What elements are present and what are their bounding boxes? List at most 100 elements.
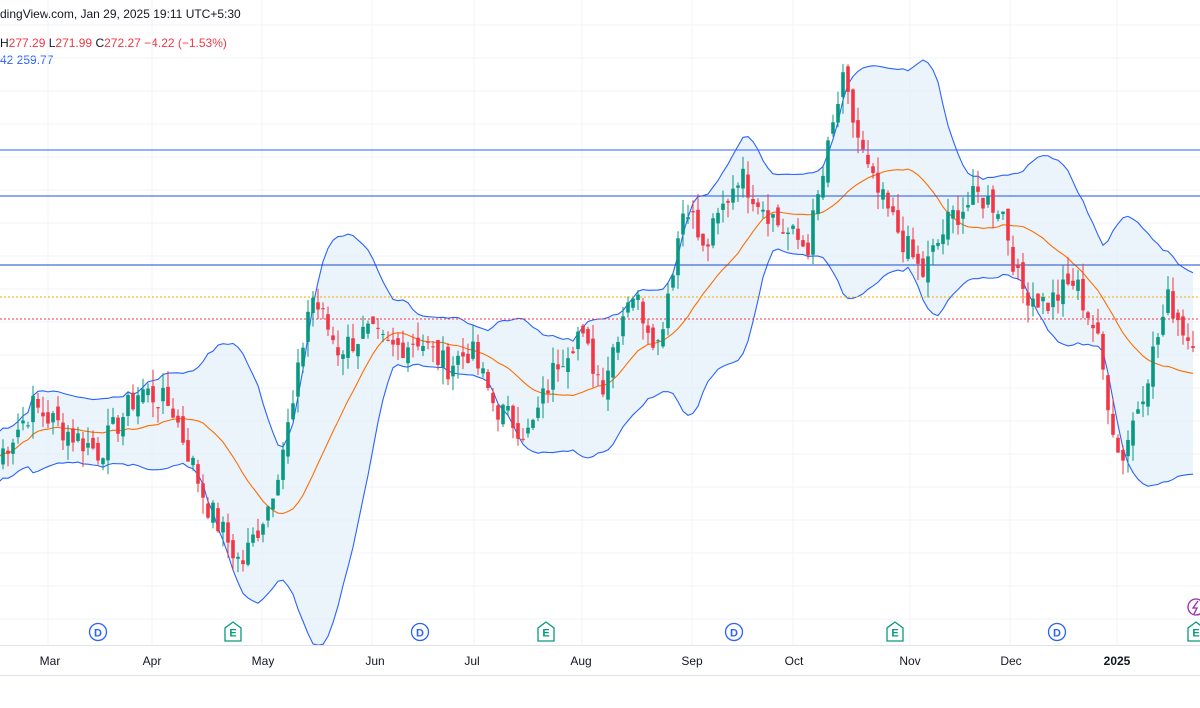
- candle-body: [1001, 211, 1005, 215]
- candle-body: [1011, 246, 1015, 272]
- candle-body: [136, 395, 140, 417]
- candle-body: [16, 429, 20, 438]
- candle-body: [116, 417, 120, 434]
- candle-body: [1026, 292, 1030, 306]
- candle-body: [761, 209, 765, 212]
- candle-body: [516, 423, 520, 439]
- candle-body: [541, 388, 545, 404]
- x-tick-label: Oct: [784, 654, 804, 668]
- candle-body: [576, 331, 580, 350]
- x-tick-label: Dec: [1000, 654, 1022, 668]
- candle-body: [386, 339, 390, 341]
- candle-body: [871, 166, 875, 173]
- candle-body: [376, 327, 380, 329]
- candle-body: [1096, 322, 1100, 334]
- earnings-marker[interactable]: E: [886, 621, 904, 642]
- marker-letter: D: [730, 628, 738, 640]
- candle-body: [271, 498, 275, 510]
- candle-body: [366, 323, 370, 334]
- candle-body: [1111, 413, 1115, 435]
- candle-body: [126, 395, 130, 417]
- candle-body: [621, 316, 625, 337]
- candle-body: [636, 294, 640, 300]
- candle-body: [46, 412, 50, 424]
- candle-body: [851, 89, 855, 123]
- candle-body: [246, 542, 250, 565]
- candle-body: [741, 168, 745, 189]
- candle-body: [661, 329, 665, 347]
- candle-body: [66, 431, 70, 446]
- dividend-marker[interactable]: D: [410, 622, 430, 642]
- candle-body: [496, 405, 500, 420]
- candle-body: [146, 388, 150, 396]
- candle-body: [926, 256, 930, 283]
- bollinger-upper-band: [0, 59, 1194, 448]
- candle-body: [716, 212, 720, 224]
- candle-body: [221, 521, 225, 533]
- candle-body: [881, 189, 885, 200]
- earnings-marker[interactable]: E: [224, 621, 242, 642]
- candle-body: [31, 395, 35, 423]
- candle-body: [856, 120, 860, 138]
- candle-body: [396, 338, 400, 345]
- candle-body: [501, 404, 505, 425]
- earnings-marker[interactable]: E: [1187, 621, 1200, 642]
- high-value: 277.29: [8, 36, 46, 50]
- candle-body: [476, 342, 480, 369]
- dividend-marker[interactable]: D: [88, 622, 108, 642]
- candle-body: [706, 244, 710, 247]
- candle-body: [56, 406, 60, 421]
- candle-body: [1076, 279, 1080, 291]
- candle-body: [606, 370, 610, 400]
- x-tick-label: Jun: [365, 654, 385, 668]
- candle-body: [1086, 312, 1090, 318]
- candle-body: [921, 258, 925, 277]
- candle-body: [71, 428, 75, 443]
- candle-body: [1126, 439, 1130, 457]
- earnings-marker[interactable]: E: [537, 621, 555, 642]
- candle-body: [91, 437, 95, 449]
- candle-body: [951, 209, 955, 219]
- high-label: H: [0, 36, 9, 50]
- candle-body: [586, 329, 590, 344]
- candle-body: [426, 341, 430, 343]
- candle-body: [561, 366, 565, 368]
- candle-body: [36, 398, 40, 408]
- dividend-marker[interactable]: D: [1047, 622, 1067, 642]
- x-tick-label: 2025: [1103, 654, 1131, 668]
- candle-body: [296, 362, 300, 397]
- dividend-marker[interactable]: D: [724, 622, 744, 642]
- candle-body: [801, 240, 805, 247]
- candle-body: [536, 407, 540, 418]
- lightning-icon: [1191, 600, 1199, 615]
- candle-body: [111, 417, 115, 424]
- candle-body: [341, 354, 345, 359]
- candle-body: [1021, 262, 1025, 289]
- candle-body: [906, 236, 910, 259]
- candle-body: [361, 326, 365, 339]
- candle-body: [286, 422, 290, 457]
- candle-body: [776, 207, 780, 226]
- candle-body: [736, 185, 740, 188]
- candle-body: [471, 341, 475, 359]
- candle-body: [171, 408, 175, 418]
- close-value: 272.27: [104, 36, 141, 50]
- candle-body: [601, 380, 605, 395]
- candle-body: [86, 443, 90, 448]
- candle-body: [966, 204, 970, 208]
- x-tick-label: May: [251, 654, 275, 668]
- candle-body: [771, 214, 775, 218]
- candle-body: [1056, 294, 1060, 301]
- candle-body: [236, 556, 240, 559]
- candle-body: [581, 325, 585, 334]
- time-axis[interactable]: Mar Apr May Jun Jul Aug Sep Oct Nov Dec 2025: [0, 645, 1200, 676]
- candle-body: [981, 197, 985, 209]
- x-tick-label: Aug: [570, 654, 592, 668]
- candle-body: [861, 139, 865, 150]
- bollinger-band-fill: [0, 59, 1193, 645]
- candle-body: [1181, 316, 1185, 336]
- candle-body: [1161, 316, 1165, 335]
- marker-letter: D: [1053, 628, 1061, 640]
- candle-body: [931, 245, 935, 252]
